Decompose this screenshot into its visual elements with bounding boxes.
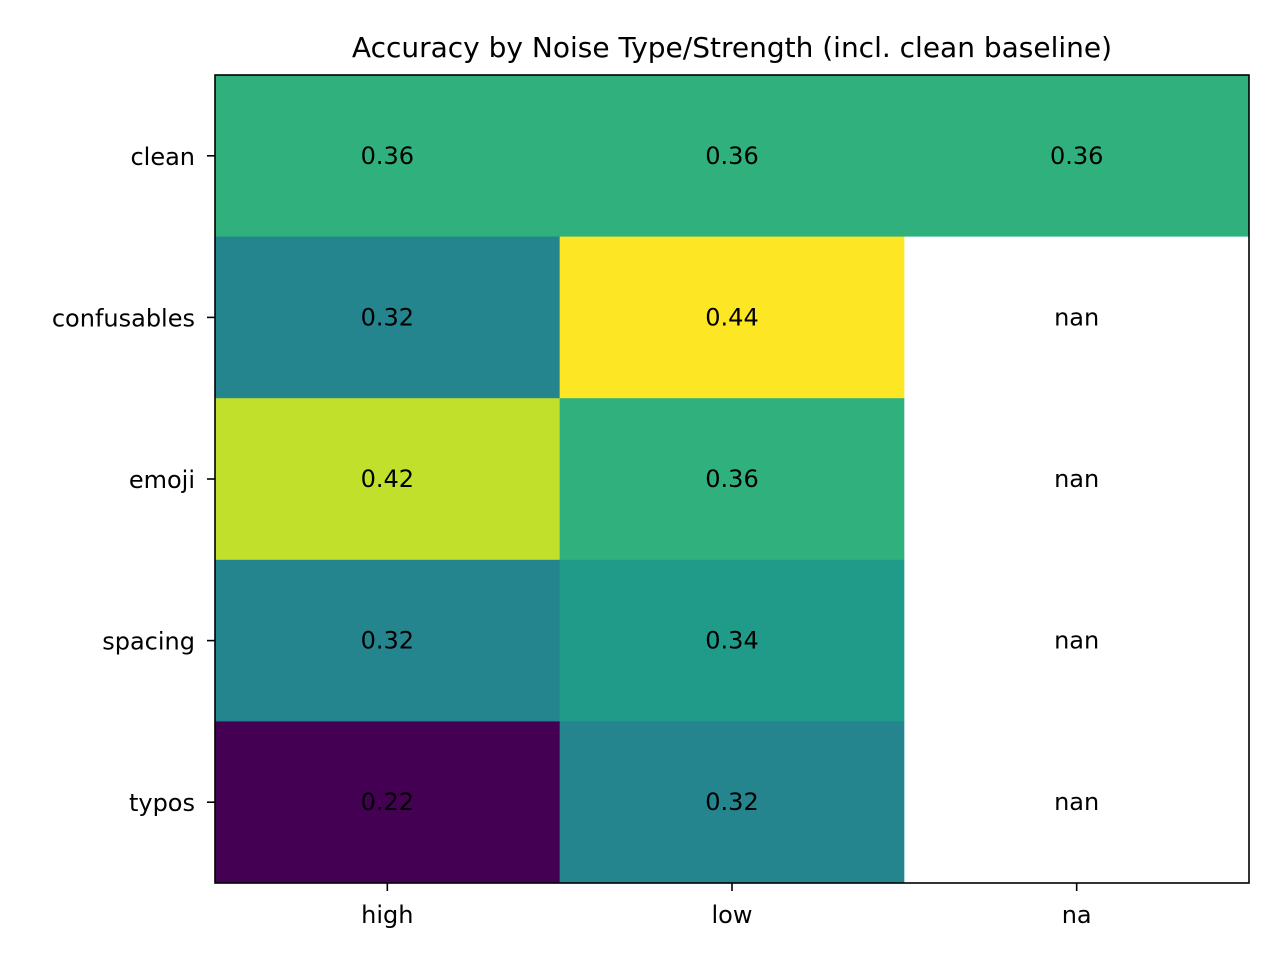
heatmap-cell-confusables-high [215, 236, 561, 399]
cell-label-emoji-low: 0.36 [705, 465, 758, 493]
heatmap-cell-typos-low [559, 721, 905, 884]
cell-label-confusables-na: nan [1054, 303, 1099, 331]
heatmap-cell-emoji-low [559, 398, 905, 561]
cell-label-confusables-low: 0.44 [705, 303, 758, 331]
heatmap-cell-spacing-low [559, 559, 905, 722]
heatmap-cell-clean-low [559, 75, 905, 238]
y-tick-label-emoji: emoji [129, 466, 195, 494]
cell-label-typos-low: 0.32 [705, 788, 758, 816]
heatmap-cell-emoji-na [904, 398, 1250, 561]
heatmap-cell-confusables-low [559, 236, 905, 399]
heatmap-cells [215, 75, 1250, 884]
heatmap-cell-labels: 0.36 0.36 0.36 0.32 0.44 nan 0.42 0.36 nan 0.32 0.… [361, 142, 1104, 816]
chart-title: Accuracy by Noise Type/Strength (incl. c… [352, 31, 1112, 64]
heatmap-cell-confusables-na [904, 236, 1250, 399]
heatmap-cell-emoji-high [215, 398, 561, 561]
y-tick-label-typos: typos [129, 789, 195, 817]
x-tick-label-low: low [712, 901, 753, 929]
cell-label-emoji-na: nan [1054, 465, 1099, 493]
cell-label-clean-na: 0.36 [1050, 142, 1103, 170]
cell-label-emoji-high: 0.42 [361, 465, 414, 493]
heatmap-cell-typos-na [904, 721, 1250, 884]
x-tick-label-high: high [361, 901, 413, 929]
cell-label-spacing-low: 0.34 [705, 627, 758, 655]
heatmap-cell-clean-high [215, 75, 561, 238]
y-tick-label-clean: clean [130, 143, 195, 171]
cell-label-spacing-high: 0.32 [361, 627, 414, 655]
heatmap-cell-clean-na [904, 75, 1250, 238]
cell-label-clean-low: 0.36 [705, 142, 758, 170]
cell-label-typos-na: nan [1054, 788, 1099, 816]
heatmap-cell-typos-high [215, 721, 561, 884]
heatmap-cell-spacing-na [904, 559, 1250, 722]
heatmap-cell-spacing-high [215, 559, 561, 722]
cell-label-confusables-high: 0.32 [361, 303, 414, 331]
cell-label-spacing-na: nan [1054, 627, 1099, 655]
cell-label-typos-high: 0.22 [361, 788, 414, 816]
x-tick-label-na: na [1062, 901, 1092, 929]
y-tick-label-spacing: spacing [102, 628, 195, 656]
axes: clean confusables emoji spacing typos high low… [52, 74, 1250, 929]
cell-label-clean-high: 0.36 [361, 142, 414, 170]
y-tick-label-confusables: confusables [52, 304, 195, 332]
